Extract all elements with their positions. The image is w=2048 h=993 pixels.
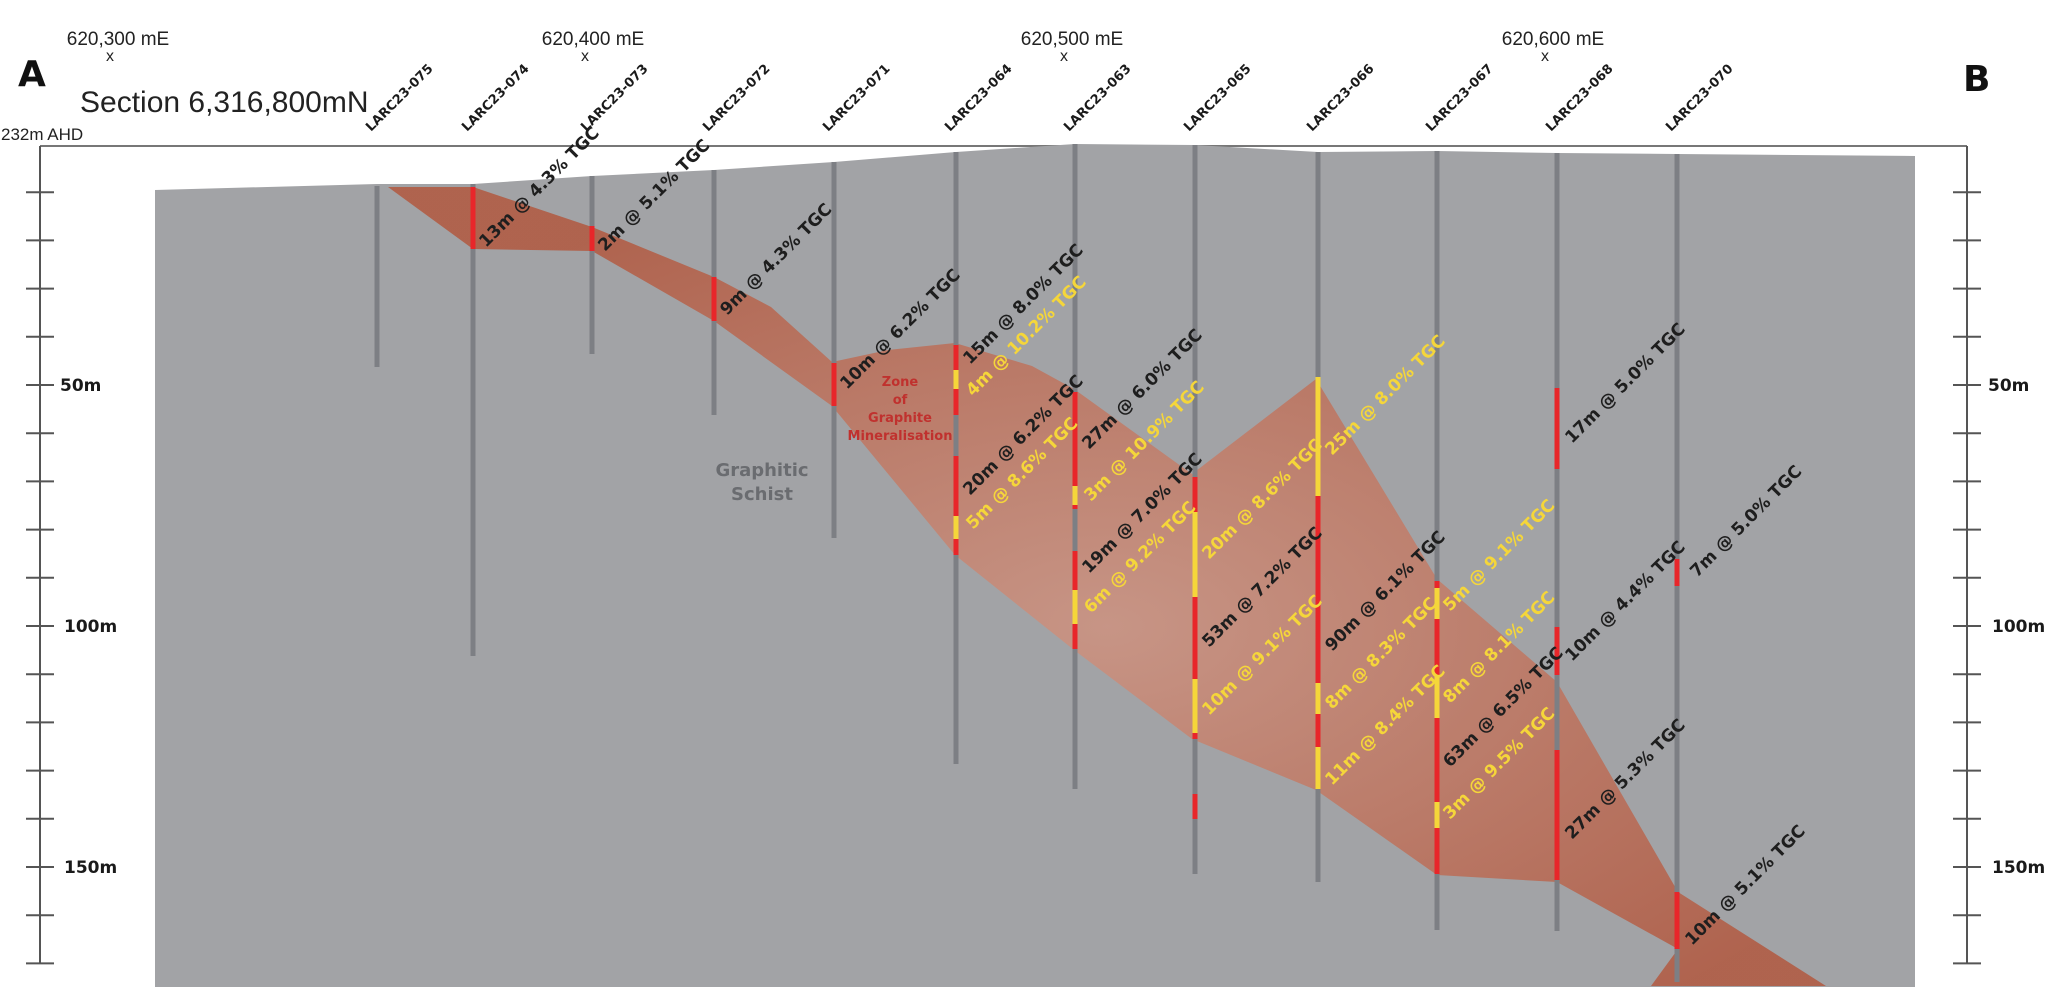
section-end-a-label: A bbox=[18, 54, 46, 95]
drill-hole-label: LARC23-065 bbox=[1181, 62, 1254, 135]
depth-axis-right: 50m 100m 150m bbox=[1953, 146, 2045, 965]
depth-axis-left: 50m 100m 150m bbox=[26, 146, 117, 965]
drill-hole-label: LARC23-074 bbox=[459, 62, 532, 135]
svg-text:of: of bbox=[893, 393, 908, 408]
drill-hole-label: LARC23-068 bbox=[1543, 62, 1616, 135]
drill-hole-label: LARC23-070 bbox=[1663, 62, 1736, 135]
svg-text:Graphitic: Graphitic bbox=[715, 460, 808, 481]
drill-hole-label: LARC23-067 bbox=[1423, 62, 1496, 135]
graphite-mineralisation-zone bbox=[388, 187, 1826, 986]
easting-label: 620,500 mE bbox=[1021, 29, 1123, 50]
easting-cross-marker: x bbox=[581, 48, 589, 65]
depth-label: 50m bbox=[1988, 376, 2029, 396]
drill-hole-label: LARC23-075 bbox=[363, 62, 436, 135]
depth-label: 100m bbox=[64, 617, 117, 637]
drill-holes bbox=[374, 144, 1680, 982]
drill-hole-label: LARC23-064 bbox=[942, 62, 1015, 135]
svg-text:Schist: Schist bbox=[731, 484, 793, 505]
drill-hole-label: LARC23-066 bbox=[1304, 62, 1377, 135]
svg-text:Mineralisation: Mineralisation bbox=[848, 429, 953, 444]
depth-label: 50m bbox=[60, 376, 101, 396]
easting-cross-marker: x bbox=[1060, 48, 1068, 65]
section-title: Section 6,316,800mN bbox=[80, 86, 369, 119]
svg-text:Graphite: Graphite bbox=[868, 411, 932, 426]
depth-label: 150m bbox=[1992, 858, 2045, 878]
section-end-b-label: B bbox=[1963, 59, 1990, 100]
easting-label: 620,600 mE bbox=[1502, 29, 1604, 50]
easting-label: 620,400 mE bbox=[542, 29, 644, 50]
datum-label: 232m AHD bbox=[1, 125, 83, 144]
graphitic-schist-label: Graphitic Schist bbox=[715, 460, 808, 505]
drill-hole-labels: LARC23-075 LARC23-074 LARC23-073 LARC23-072… bbox=[363, 62, 1736, 135]
svg-text:Zone: Zone bbox=[882, 375, 919, 390]
easting-cross-marker: x bbox=[106, 48, 114, 65]
depth-label: 150m bbox=[64, 858, 117, 878]
mineralisation-zone-label: Zone of Graphite Mineralisation bbox=[848, 375, 953, 444]
drill-hole-label: LARC23-071 bbox=[820, 62, 893, 135]
drill-hole-label: LARC23-063 bbox=[1061, 62, 1134, 135]
easting-cross-marker: x bbox=[1541, 48, 1549, 65]
easting-label: 620,300 mE bbox=[67, 29, 169, 50]
drill-hole-label: LARC23-072 bbox=[700, 62, 773, 135]
depth-label: 100m bbox=[1992, 617, 2045, 637]
